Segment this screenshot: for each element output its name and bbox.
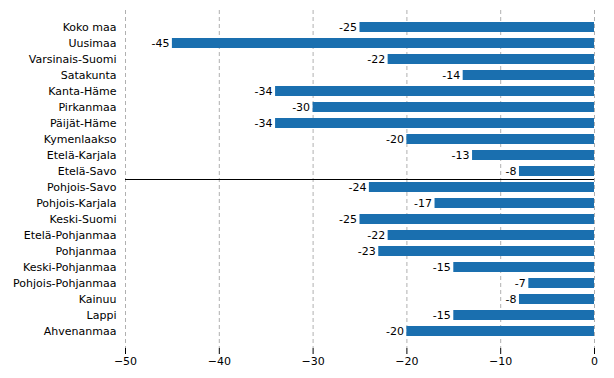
svg-text:-15: -15 <box>433 261 451 274</box>
svg-text:-20: -20 <box>386 133 404 146</box>
svg-text:Etelä-Pohjanmaa: Etelä-Pohjanmaa <box>24 229 117 242</box>
svg-text:Pohjois-Pohjanmaa: Pohjois-Pohjanmaa <box>13 277 116 290</box>
svg-text:-17: -17 <box>414 197 432 210</box>
svg-text:−40: −40 <box>208 355 231 368</box>
svg-text:Koko maa: Koko maa <box>63 21 117 34</box>
svg-text:-14: -14 <box>442 69 460 82</box>
svg-text:-22: -22 <box>367 53 385 66</box>
svg-text:-15: -15 <box>433 309 451 322</box>
svg-text:-8: -8 <box>505 293 516 306</box>
svg-text:−30: −30 <box>301 355 324 368</box>
svg-text:Pohjois-Karjala: Pohjois-Karjala <box>36 197 116 210</box>
svg-text:−20: −20 <box>395 355 418 368</box>
svg-text:Kainuu: Kainuu <box>79 293 117 306</box>
svg-text:-25: -25 <box>339 21 357 34</box>
svg-text:Ahvenanmaa: Ahvenanmaa <box>44 325 117 338</box>
svg-text:-20: -20 <box>386 325 404 338</box>
svg-text:Uusimaa: Uusimaa <box>68 37 116 50</box>
svg-text:-30: -30 <box>292 101 310 114</box>
svg-text:Päijät-Häme: Päijät-Häme <box>50 117 117 130</box>
svg-text:Keski-Suomi: Keski-Suomi <box>49 213 116 226</box>
svg-text:-34: -34 <box>255 85 273 98</box>
svg-text:Kanta-Häme: Kanta-Häme <box>48 85 116 98</box>
svg-text:-24: -24 <box>348 181 366 194</box>
svg-text:Pohjois-Savo: Pohjois-Savo <box>47 181 117 194</box>
svg-text:−50: −50 <box>114 355 137 368</box>
svg-text:Varsinais-Suomi: Varsinais-Suomi <box>29 53 117 66</box>
svg-text:Pohjanmaa: Pohjanmaa <box>56 245 117 258</box>
svg-text:-13: -13 <box>452 149 470 162</box>
svg-text:0: 0 <box>591 355 598 368</box>
svg-text:-22: -22 <box>367 229 385 242</box>
svg-text:-25: -25 <box>339 213 357 226</box>
svg-text:-23: -23 <box>358 245 376 258</box>
svg-text:-34: -34 <box>255 117 273 130</box>
svg-text:−10: −10 <box>489 355 512 368</box>
svg-text:Etelä-Karjala: Etelä-Karjala <box>47 149 117 162</box>
svg-text:Pirkanmaa: Pirkanmaa <box>58 101 116 114</box>
svg-text:Satakunta: Satakunta <box>61 69 117 82</box>
svg-text:Lappi: Lappi <box>87 309 117 322</box>
svg-text:Keski-Pohjanmaa: Keski-Pohjanmaa <box>23 261 116 274</box>
svg-text:-7: -7 <box>515 277 526 290</box>
svg-text:-8: -8 <box>505 165 516 178</box>
svg-text:-45: -45 <box>151 37 169 50</box>
svg-text:Etelä-Savo: Etelä-Savo <box>58 165 117 178</box>
svg-text:Kymenlaakso: Kymenlaakso <box>44 133 117 146</box>
